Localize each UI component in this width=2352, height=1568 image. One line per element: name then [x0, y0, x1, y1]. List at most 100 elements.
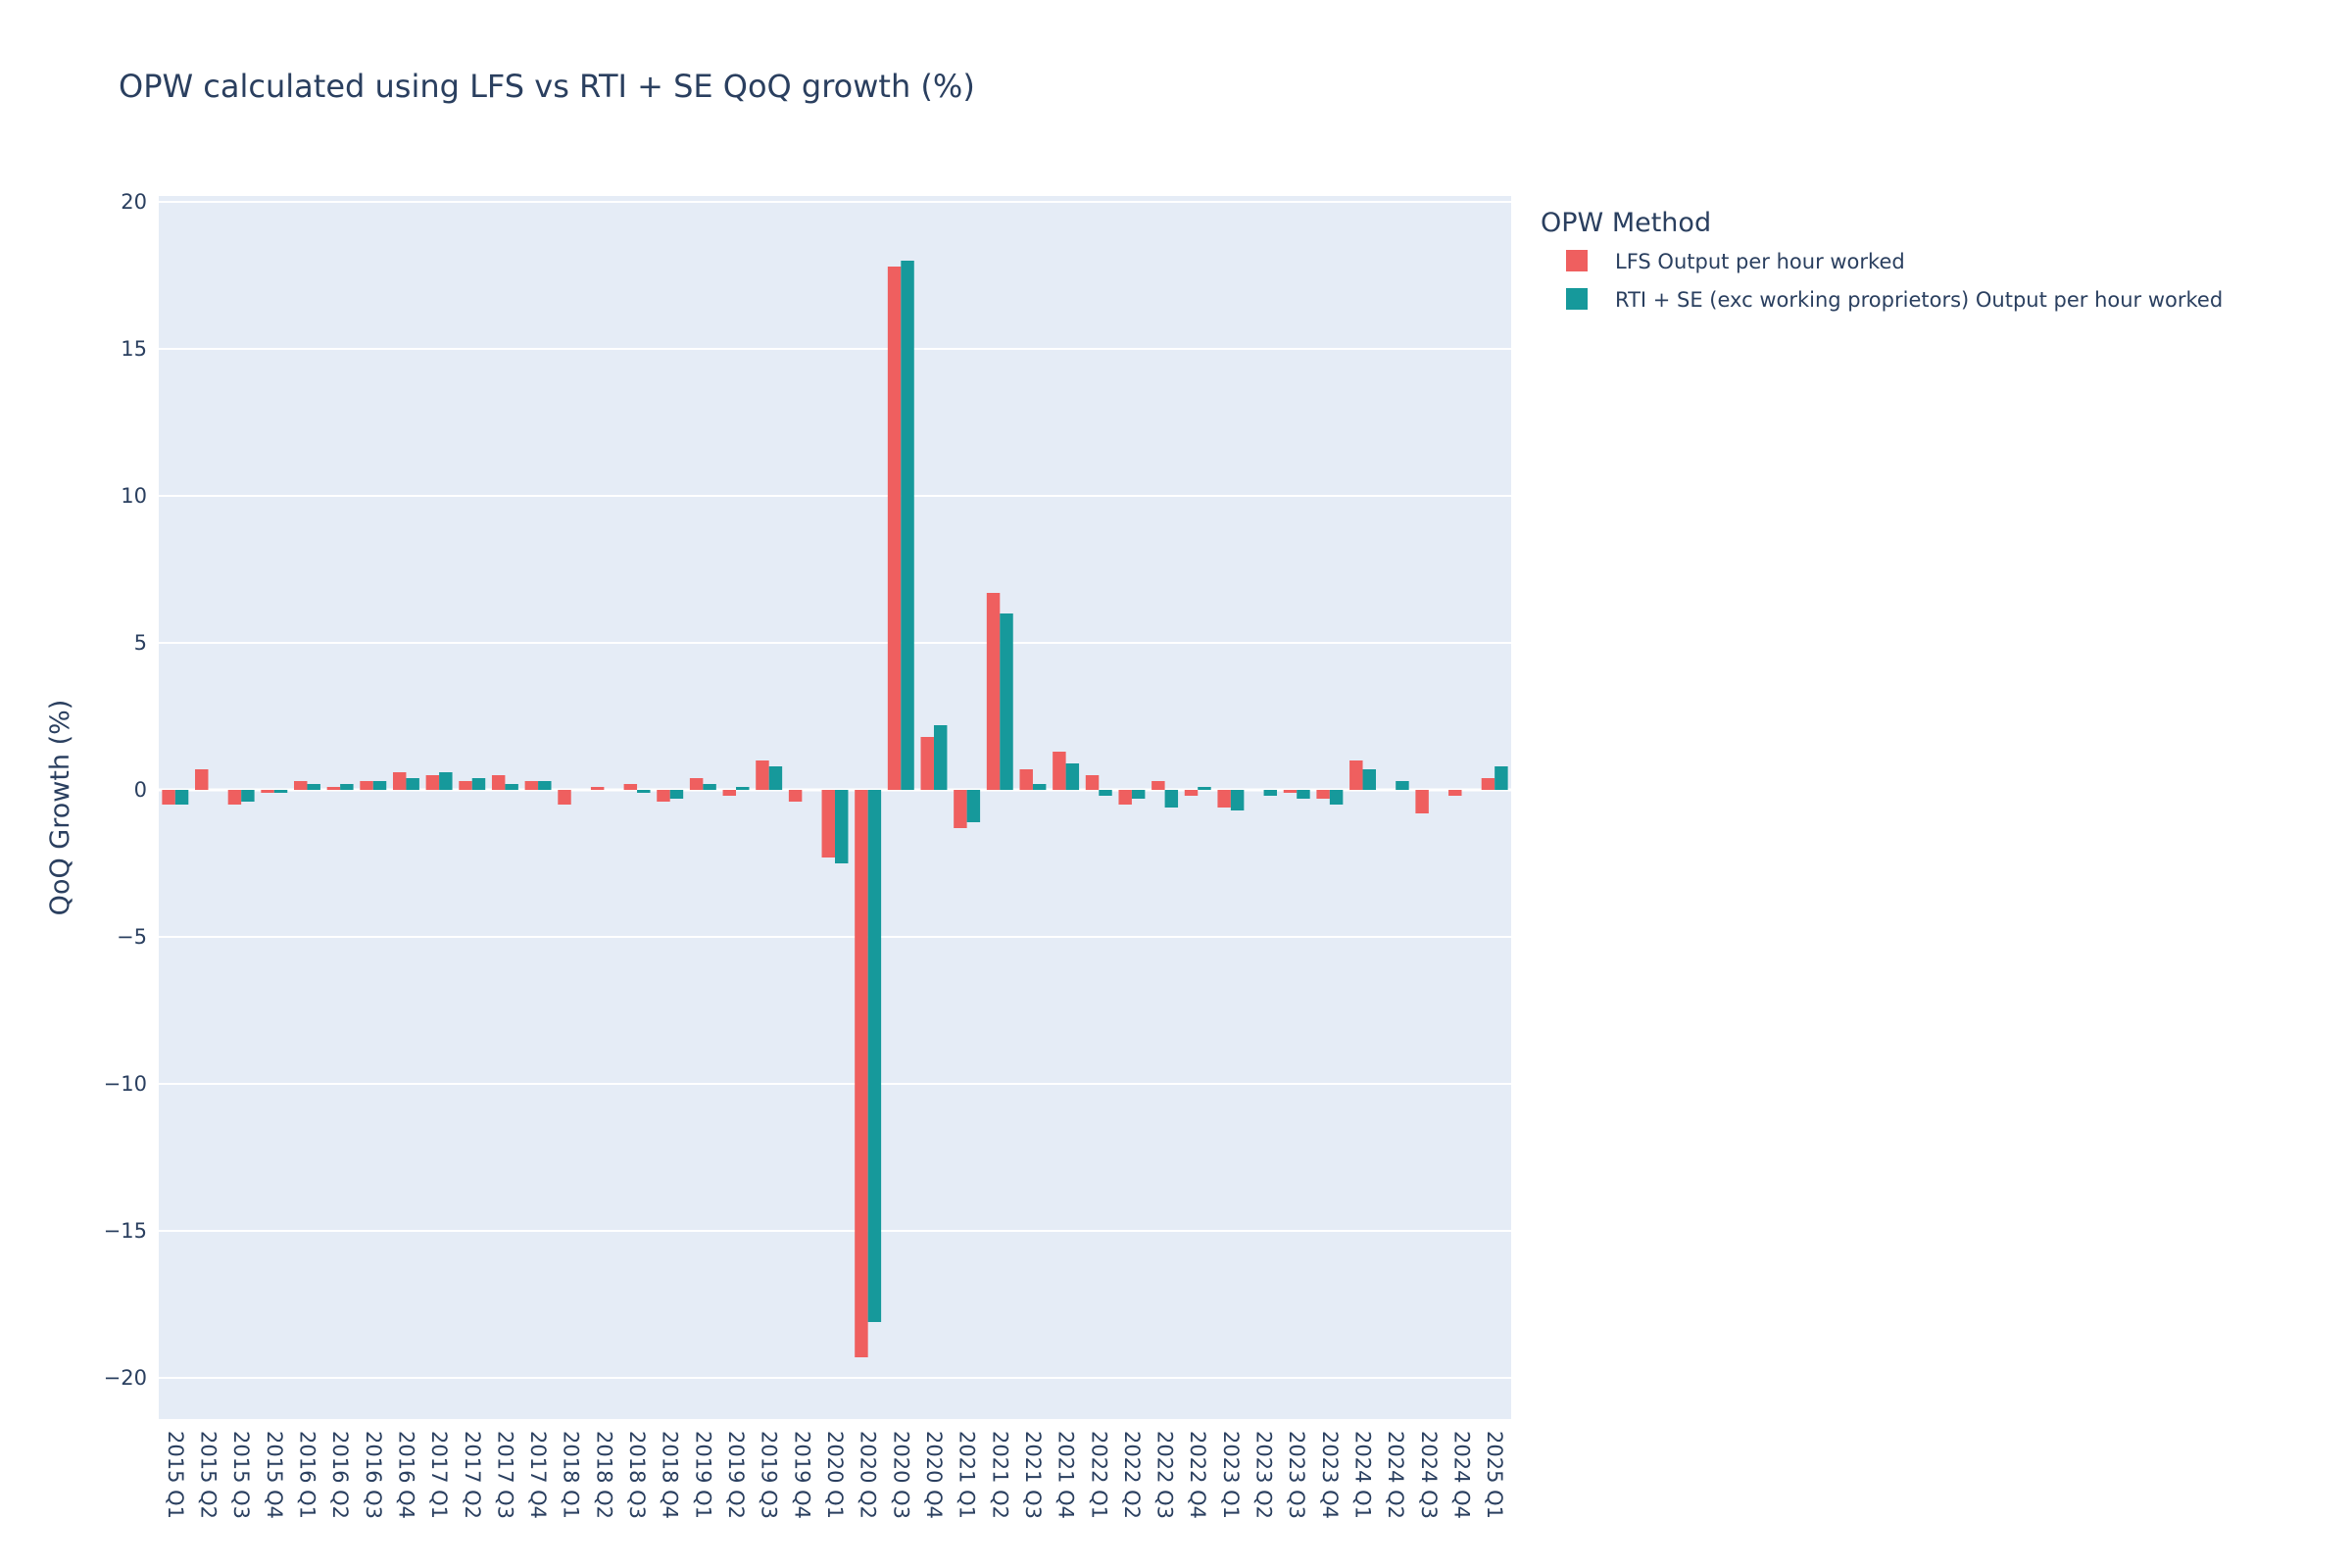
y-tick-label: 5 [134, 631, 147, 655]
gridlines [159, 201, 1511, 1379]
bar[interactable] [867, 790, 882, 1322]
bar[interactable] [227, 790, 242, 805]
bar[interactable] [821, 790, 835, 858]
x-tick-label: 2019 Q4 [790, 1431, 813, 1519]
bar[interactable] [425, 775, 440, 790]
bar[interactable] [392, 772, 407, 790]
x-tick-label: 2020 Q2 [857, 1431, 880, 1519]
x-tick-label: 2018 Q1 [560, 1431, 583, 1519]
bar[interactable] [1131, 790, 1146, 799]
x-tick-label: 2022 Q1 [1087, 1431, 1110, 1519]
legend-label-rti-se[interactable]: RTI + SE (exc working proprietors) Outpu… [1615, 288, 2223, 312]
bar[interactable] [1297, 790, 1310, 799]
bars [162, 261, 1508, 1357]
bar[interactable] [1349, 760, 1363, 790]
bar[interactable] [1164, 790, 1179, 808]
x-tick-label: 2023 Q2 [1252, 1431, 1276, 1519]
bar[interactable] [623, 784, 638, 790]
bar[interactable] [920, 737, 934, 790]
bar[interactable] [1019, 769, 1033, 790]
bar[interactable] [887, 267, 902, 790]
bar[interactable] [558, 790, 571, 805]
legend-swatch-lfs[interactable] [1566, 250, 1588, 271]
bar[interactable] [1415, 790, 1429, 813]
y-tick-label: −10 [104, 1072, 147, 1096]
bar[interactable] [1053, 752, 1066, 790]
bar[interactable] [326, 787, 341, 790]
bar[interactable] [1448, 790, 1462, 796]
bar[interactable] [261, 790, 274, 793]
legend-swatch-rti-se[interactable] [1566, 288, 1588, 310]
bar[interactable] [637, 790, 651, 793]
bar[interactable] [1329, 790, 1344, 805]
bar[interactable] [538, 781, 552, 790]
x-tick-label: 2017 Q4 [526, 1431, 550, 1519]
bar[interactable] [768, 766, 783, 790]
bar[interactable] [933, 725, 948, 790]
bar[interactable] [669, 790, 684, 799]
bar[interactable] [1283, 790, 1298, 793]
bar[interactable] [294, 781, 308, 790]
bar[interactable] [1099, 790, 1112, 796]
bar[interactable] [491, 775, 506, 790]
bar[interactable] [1118, 790, 1132, 805]
bar[interactable] [1032, 784, 1047, 790]
bar[interactable] [855, 790, 868, 1357]
bar[interactable] [1085, 775, 1100, 790]
x-tick-label: 2016 Q2 [328, 1431, 352, 1519]
bar[interactable] [1396, 781, 1409, 790]
bar[interactable] [174, 790, 189, 805]
legend-title: OPW Method [1541, 208, 1711, 238]
bar[interactable] [689, 778, 704, 790]
bar[interactable] [954, 790, 967, 828]
bar[interactable] [1184, 790, 1199, 796]
bar[interactable] [657, 790, 670, 802]
x-tick-label: 2015 Q2 [196, 1431, 220, 1519]
bar[interactable] [835, 790, 849, 863]
x-tick-labels: 2015 Q1 2015 Q2 2015 Q3 2015 Q4 2016 Q1 2016 … [164, 1431, 1506, 1519]
bar[interactable] [195, 769, 209, 790]
x-tick-label: 2022 Q4 [1186, 1431, 1209, 1519]
bar[interactable] [1362, 769, 1376, 790]
bar[interactable] [1217, 790, 1231, 808]
bar[interactable] [1481, 778, 1495, 790]
bar[interactable] [966, 790, 981, 822]
bar[interactable] [1316, 790, 1330, 799]
bar[interactable] [340, 784, 354, 790]
bar[interactable] [471, 778, 486, 790]
bar[interactable] [590, 787, 605, 790]
x-tick-label: 2023 Q4 [1318, 1431, 1342, 1519]
bar[interactable] [273, 790, 288, 793]
bar[interactable] [241, 790, 255, 802]
bar[interactable] [505, 784, 518, 790]
bar[interactable] [1152, 781, 1165, 790]
bar[interactable] [459, 781, 472, 790]
bar[interactable] [1065, 763, 1080, 790]
x-tick-label: 2021 Q3 [1021, 1431, 1045, 1519]
bar[interactable] [1494, 766, 1508, 790]
bar[interactable] [439, 772, 453, 790]
bar[interactable] [1230, 790, 1245, 810]
bar[interactable] [986, 593, 1001, 790]
bar[interactable] [524, 781, 539, 790]
x-tick-label: 2024 Q2 [1384, 1431, 1407, 1519]
bar[interactable] [788, 790, 803, 802]
bar[interactable] [162, 790, 175, 805]
bar[interactable] [901, 261, 914, 790]
bar[interactable] [722, 790, 737, 796]
x-tick-label: 2015 Q1 [164, 1431, 187, 1519]
x-tick-label: 2021 Q1 [956, 1431, 979, 1519]
bar[interactable] [307, 784, 320, 790]
bar[interactable] [1263, 790, 1278, 796]
bar[interactable] [372, 781, 387, 790]
bar[interactable] [406, 778, 419, 790]
bar[interactable] [736, 787, 750, 790]
bar[interactable] [360, 781, 373, 790]
x-tick-label: 2017 Q1 [427, 1431, 451, 1519]
bar[interactable] [703, 784, 716, 790]
bar[interactable] [756, 760, 769, 790]
x-tick-label: 2024 Q1 [1351, 1431, 1375, 1519]
legend-label-lfs[interactable]: LFS Output per hour worked [1615, 250, 1905, 273]
bar[interactable] [1000, 613, 1013, 790]
bar[interactable] [1198, 787, 1211, 790]
